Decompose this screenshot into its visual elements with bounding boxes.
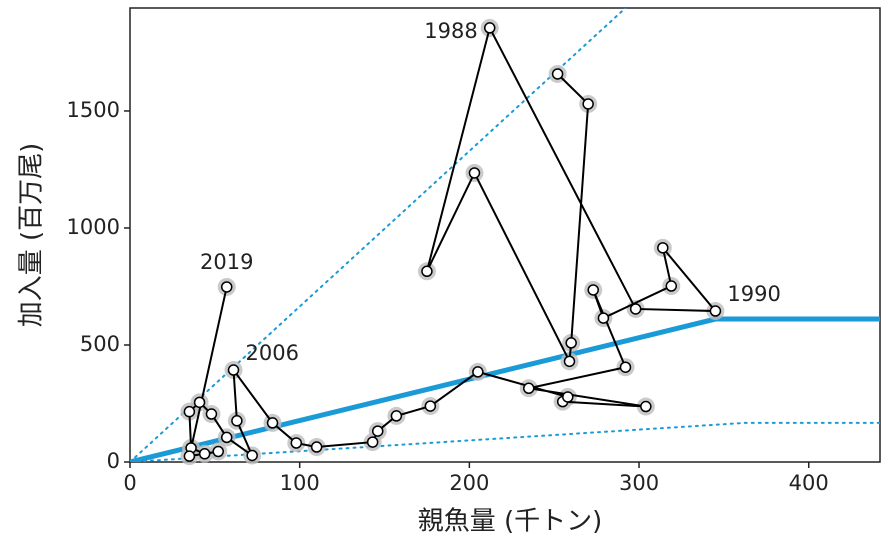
- point: [227, 364, 240, 376]
- point: [183, 450, 196, 462]
- point: [198, 448, 211, 460]
- point: [310, 441, 323, 453]
- point: [640, 400, 652, 413]
- point: [468, 167, 481, 179]
- point: [665, 280, 678, 292]
- point: [246, 449, 258, 462]
- point: [205, 408, 218, 420]
- point: [220, 431, 233, 444]
- x-tick-label: 400: [789, 471, 829, 495]
- point: [220, 281, 233, 293]
- point-label: 2006: [246, 341, 299, 365]
- point: [421, 265, 433, 278]
- point: [371, 425, 384, 437]
- x-axis-label: 親魚量 (千トン): [418, 507, 603, 537]
- point: [551, 68, 564, 80]
- point: [366, 436, 379, 448]
- plot-frame: [129, 7, 881, 463]
- point: [629, 303, 642, 315]
- point: [597, 312, 610, 324]
- point: [582, 98, 594, 110]
- point: [619, 361, 632, 373]
- point-label: 1990: [727, 282, 780, 306]
- x-tick-label: 200: [449, 471, 489, 495]
- x-tick-label: 300: [619, 471, 659, 495]
- y-tick-label: 0: [107, 449, 120, 473]
- y-tick-label: 500: [80, 332, 120, 356]
- point: [390, 410, 403, 422]
- point-label: 2019: [200, 250, 253, 274]
- point: [290, 437, 303, 449]
- trajectory: [188, 25, 718, 459]
- point: [562, 391, 574, 403]
- x-tick-label: 0: [123, 471, 136, 495]
- y-tick-label: 1500: [67, 98, 120, 122]
- point: [523, 382, 535, 395]
- point: [193, 396, 206, 409]
- point: [565, 337, 577, 349]
- point: [231, 415, 243, 427]
- reference-line: [130, 316, 880, 462]
- reference-line: [130, 421, 880, 462]
- point-label: 1988: [424, 19, 477, 43]
- y-axis-label: 加入量 (百万尾): [17, 143, 47, 328]
- x-tick-label: 100: [280, 471, 320, 495]
- point: [483, 22, 496, 34]
- point: [563, 355, 576, 368]
- point: [183, 405, 196, 418]
- point: [424, 400, 437, 412]
- reference-line: [130, 8, 627, 462]
- point: [266, 417, 279, 429]
- point: [212, 445, 224, 458]
- point: [472, 366, 484, 378]
- point: [709, 305, 722, 317]
- point: [587, 284, 599, 296]
- y-tick-label: 1000: [67, 215, 120, 239]
- point: [657, 242, 669, 254]
